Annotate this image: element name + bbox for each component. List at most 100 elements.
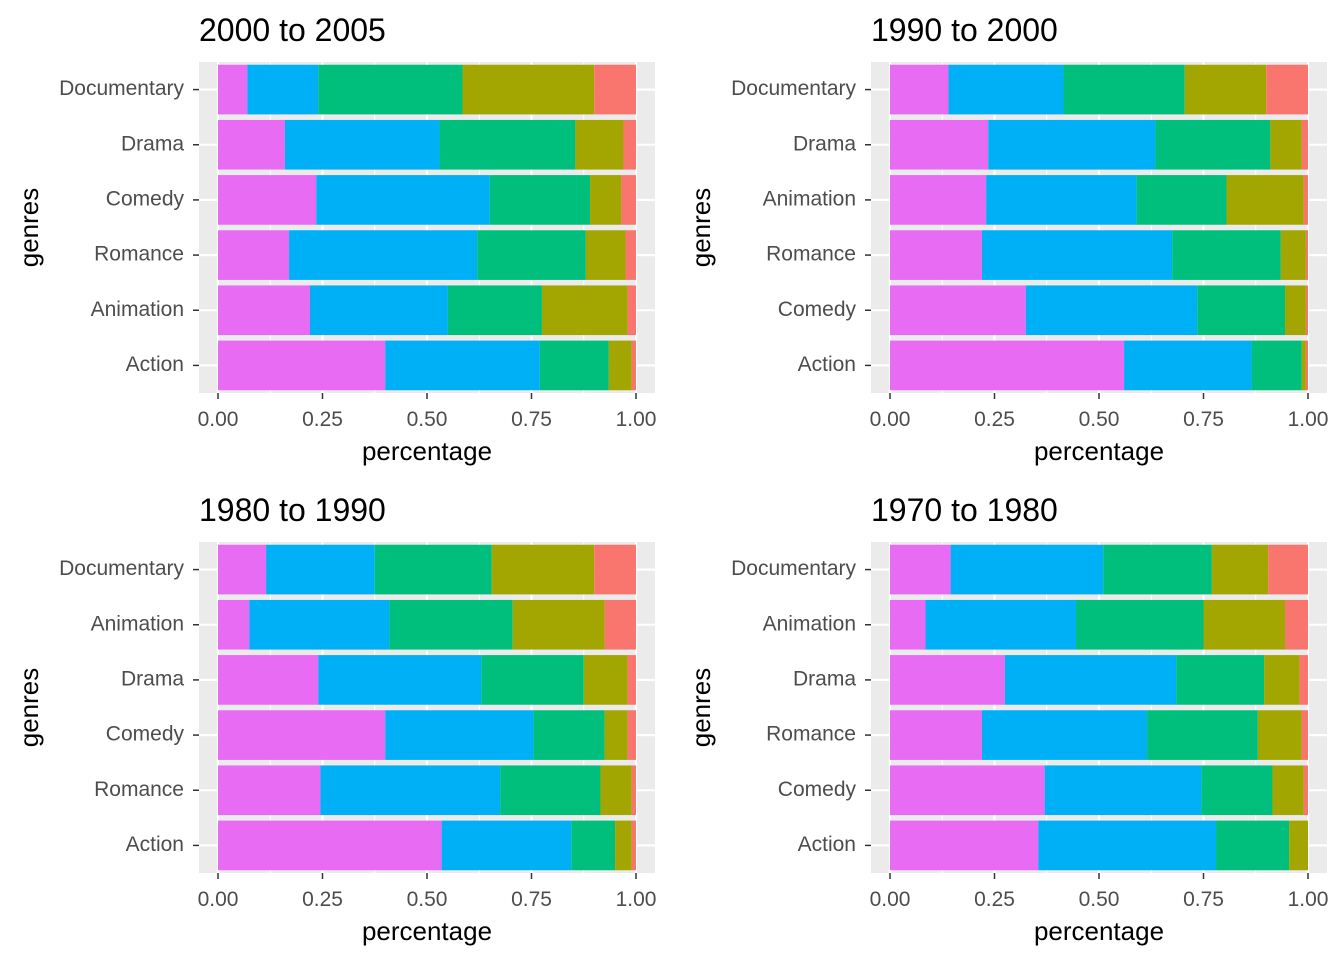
bar-segment — [491, 544, 595, 595]
bar-segment — [585, 230, 626, 280]
panel-title: 1970 to 1980 — [871, 492, 1058, 528]
bar-segment — [1025, 285, 1198, 336]
bar-segment — [1305, 230, 1308, 280]
bar-segment — [512, 599, 605, 650]
y-tick-label: Action — [126, 353, 184, 376]
bar-segment — [623, 119, 636, 170]
bar-segment — [477, 230, 586, 280]
bar-segment — [890, 340, 1125, 391]
bar-segment — [385, 340, 540, 391]
y-tick-label: Drama — [793, 132, 856, 155]
bar-segment — [541, 285, 628, 336]
bar-segment — [615, 820, 632, 871]
bar-segment — [1211, 544, 1269, 595]
y-tick-label: Documentary — [59, 557, 184, 580]
chart-svg: Documentary Animation Drama Romance Comedy Ac… — [686, 492, 1329, 946]
bar-segment — [1305, 340, 1308, 391]
chart-svg: Documentary Drama Animation Romance Comedy Ac… — [686, 12, 1328, 466]
x-tick-label: 0.00 — [870, 408, 911, 431]
bar-segment — [1289, 820, 1308, 871]
x-tick-label: 0.25 — [302, 888, 343, 911]
bar-segment — [374, 544, 492, 595]
y-tick-label: Romance — [94, 778, 184, 801]
y-tick-label: Documentary — [731, 557, 856, 580]
chart-panel: Documentary Drama Animation Romance Comedy Ac… — [672, 0, 1344, 480]
bar-segment — [218, 230, 290, 280]
bar-segment — [890, 285, 1026, 336]
bar-segment — [890, 599, 926, 650]
bar-segment — [890, 544, 951, 595]
bar-segment — [1301, 340, 1306, 391]
bar-segment — [608, 340, 632, 391]
bar-segment — [1226, 175, 1304, 225]
bar-segment — [986, 175, 1137, 225]
bar-segment — [1136, 175, 1227, 225]
bar-segment — [533, 710, 605, 760]
bar-segment — [1266, 64, 1308, 115]
x-tick-label: 0.75 — [1183, 888, 1224, 911]
bar-segment — [1203, 599, 1286, 650]
bar-segment — [890, 230, 982, 280]
y-axis-label: genres — [686, 668, 716, 748]
bar-segment — [289, 230, 478, 280]
bar-segment — [621, 175, 636, 225]
bar-segment — [249, 599, 390, 650]
bar-segment — [441, 820, 572, 871]
bar-segment — [575, 119, 624, 170]
bar-segment — [1147, 710, 1258, 760]
bar-segment — [571, 820, 616, 871]
bar-segment — [1301, 710, 1308, 760]
bar-segment — [594, 64, 636, 115]
bar-segment — [218, 285, 310, 336]
bar-segment — [925, 599, 1077, 650]
bar-segment — [1044, 765, 1202, 816]
bar-segment — [318, 64, 463, 115]
x-tick-label: 0.75 — [1183, 408, 1224, 431]
bar-segment — [1257, 710, 1302, 760]
chart-svg: Documentary Drama Comedy Romance Animation Ac… — [14, 12, 656, 466]
bar-segment — [1063, 64, 1185, 115]
bar-segment — [600, 765, 632, 816]
bar-segment — [320, 765, 501, 816]
bar-segment — [1270, 119, 1302, 170]
bar-segment — [218, 544, 267, 595]
bar-segment — [218, 64, 248, 115]
bar-segment — [1299, 655, 1308, 705]
x-tick-label: 1.00 — [1288, 888, 1329, 911]
y-axis-label: genres — [686, 188, 716, 268]
bar-segment — [218, 340, 386, 391]
y-tick-label: Romance — [766, 243, 856, 266]
bar-segment — [1197, 285, 1286, 336]
bar-segment — [604, 710, 628, 760]
x-axis-label: percentage — [1034, 436, 1164, 466]
bar-segment — [1124, 340, 1252, 391]
x-axis-label: percentage — [362, 436, 492, 466]
chart-svg: Documentary Animation Drama Comedy Romance Ac… — [14, 492, 657, 946]
bar-segment — [1004, 655, 1177, 705]
bar-segment — [1285, 599, 1308, 650]
bar-segment — [284, 119, 440, 170]
bar-segment — [1216, 820, 1290, 871]
bar-segment — [218, 710, 386, 760]
y-tick-label: Drama — [121, 132, 184, 155]
bar-segment — [1184, 64, 1267, 115]
panel-title: 1990 to 2000 — [871, 12, 1058, 48]
y-tick-label: Animation — [763, 612, 856, 635]
bar-segment — [981, 230, 1173, 280]
y-tick-label: Comedy — [106, 187, 185, 210]
bar-segment — [583, 655, 628, 705]
bar-segment — [1172, 230, 1281, 280]
bar-segment — [1038, 820, 1217, 871]
bar-segment — [988, 119, 1156, 170]
bar-segment — [890, 765, 1045, 816]
bar-segment — [316, 175, 490, 225]
bar-segment — [389, 599, 513, 650]
bar-segment — [218, 820, 442, 871]
panel-title: 2000 to 2005 — [199, 12, 386, 48]
bar-segment — [890, 820, 1039, 871]
x-tick-label: 1.00 — [616, 888, 657, 911]
bar-segment — [627, 655, 636, 705]
bar-segment — [981, 710, 1148, 760]
x-tick-label: 0.50 — [1079, 888, 1120, 911]
y-tick-label: Romance — [766, 723, 856, 746]
